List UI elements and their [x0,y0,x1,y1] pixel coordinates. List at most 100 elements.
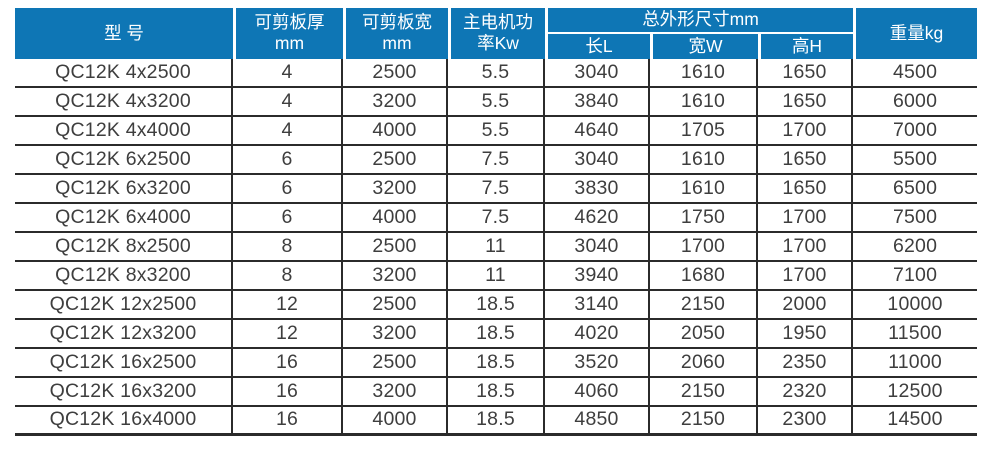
cell-height: 2320 [758,378,854,408]
cell-thickness: 6 [233,204,343,234]
cell-model: QC12K 8x3200 [15,262,233,292]
table-row: QC12K 12x2500 12 2500 18.5 3140 2150 2000 10000 [15,291,978,321]
cell-weight: 6200 [853,233,978,263]
header-plate-width: 可剪板宽 mm [343,8,448,60]
cell-model: QC12K 16x3200 [15,378,233,408]
cell-length: 4020 [545,320,650,350]
cell-motor-power: 7.5 [448,146,545,176]
cell-model: QC12K 12x2500 [15,291,233,321]
cell-length: 3040 [545,233,650,263]
cell-plate-width: 2500 [343,291,448,321]
table-row: QC12K 16x2500 16 2500 18.5 3520 2060 2350 11000 [15,349,978,379]
cell-plate-width: 4000 [343,117,448,147]
cell-height: 1650 [758,175,854,205]
cell-height: 2300 [758,407,854,437]
cell-width: 1610 [650,88,758,118]
cell-height: 1700 [758,262,854,292]
cell-width: 2150 [650,291,758,321]
cell-width: 1610 [650,59,758,89]
table-row: QC12K 8x3200 8 3200 11 3940 1680 1700 7100 [15,262,978,292]
table-row: QC12K 6x3200 6 3200 7.5 3830 1610 1650 6500 [15,175,978,205]
cell-width: 2060 [650,349,758,379]
cell-thickness: 16 [233,349,343,379]
cell-model: QC12K 4x2500 [15,59,233,89]
table-row: QC12K 4x2500 4 2500 5.5 3040 1610 1650 4500 [15,59,978,89]
table-body: QC12K 4x2500 4 2500 5.5 3040 1610 1650 4500 QC12… [15,59,978,437]
cell-weight: 10000 [853,291,978,321]
cell-height: 1650 [758,146,854,176]
cell-weight: 12500 [853,378,978,408]
cell-plate-width: 3200 [343,88,448,118]
cell-height: 1700 [758,204,854,234]
cell-thickness: 4 [233,59,343,89]
cell-weight: 11000 [853,349,978,379]
cell-height: 1650 [758,59,854,89]
cell-weight: 7500 [853,204,978,234]
cell-width: 2150 [650,378,758,408]
cell-length: 3520 [545,349,650,379]
cell-thickness: 8 [233,233,343,263]
cell-model: QC12K 16x4000 [15,407,233,437]
cell-weight: 6000 [853,88,978,118]
cell-height: 2000 [758,291,854,321]
cell-plate-width: 2500 [343,233,448,263]
table-row: QC12K 6x4000 6 4000 7.5 4620 1750 1700 7500 [15,204,978,234]
cell-width: 2050 [650,320,758,350]
header-height: 高H [758,34,854,60]
cell-model: QC12K 16x2500 [15,349,233,379]
cell-plate-width: 3200 [343,175,448,205]
cell-length: 4060 [545,378,650,408]
cell-thickness: 16 [233,378,343,408]
header-motor-power: 主电机功 率Kw [448,8,545,60]
cell-motor-power: 7.5 [448,204,545,234]
cell-plate-width: 4000 [343,204,448,234]
table-row: QC12K 4x3200 4 3200 5.5 3840 1610 1650 6000 [15,88,978,118]
cell-length: 3140 [545,291,650,321]
cell-thickness: 4 [233,88,343,118]
table-row: QC12K 16x4000 16 4000 18.5 4850 2150 2300 14500 [15,407,978,437]
cell-length: 3040 [545,146,650,176]
cell-plate-width: 2500 [343,349,448,379]
cell-thickness: 12 [233,320,343,350]
cell-width: 1700 [650,233,758,263]
cell-motor-power: 18.5 [448,320,545,350]
cell-weight: 4500 [853,59,978,89]
cell-thickness: 6 [233,146,343,176]
cell-width: 1750 [650,204,758,234]
cell-plate-width: 3200 [343,320,448,350]
cell-weight: 7100 [853,262,978,292]
cell-thickness: 12 [233,291,343,321]
header-row-top: 型 号 可剪板厚 mm 可剪板宽 mm 主电机功 率Kw 总外形尺寸mm 重量k… [15,8,978,60]
cell-motor-power: 11 [448,233,545,263]
cell-motor-power: 18.5 [448,378,545,408]
header-thickness: 可剪板厚 mm [233,8,343,60]
cell-model: QC12K 4x4000 [15,117,233,147]
cell-motor-power: 5.5 [448,88,545,118]
cell-length: 3040 [545,59,650,89]
cell-plate-width: 3200 [343,262,448,292]
header-model: 型 号 [15,8,233,60]
cell-plate-width: 2500 [343,59,448,89]
cell-weight: 5500 [853,146,978,176]
cell-weight: 14500 [853,407,978,437]
cell-thickness: 8 [233,262,343,292]
cell-thickness: 16 [233,407,343,437]
table-row: QC12K 8x2500 8 2500 11 3040 1700 1700 6200 [15,233,978,263]
spec-table: 型 号 可剪板厚 mm 可剪板宽 mm 主电机功 率Kw 总外形尺寸mm 重量k… [15,8,978,437]
cell-thickness: 4 [233,117,343,147]
table-row: QC12K 6x2500 6 2500 7.5 3040 1610 1650 5500 [15,146,978,176]
header-width: 宽W [650,34,758,60]
cell-weight: 11500 [853,320,978,350]
cell-model: QC12K 8x2500 [15,233,233,263]
cell-width: 1610 [650,146,758,176]
cell-width: 1705 [650,117,758,147]
table-row: QC12K 16x3200 16 3200 18.5 4060 2150 2320 12500 [15,378,978,408]
cell-model: QC12K 6x4000 [15,204,233,234]
cell-weight: 6500 [853,175,978,205]
cell-model: QC12K 12x3200 [15,320,233,350]
cell-width: 2150 [650,407,758,437]
table-row: QC12K 12x3200 12 3200 18.5 4020 2050 1950 11500 [15,320,978,350]
header-dimensions-group: 总外形尺寸mm [545,8,854,35]
cell-model: QC12K 6x3200 [15,175,233,205]
cell-motor-power: 18.5 [448,291,545,321]
